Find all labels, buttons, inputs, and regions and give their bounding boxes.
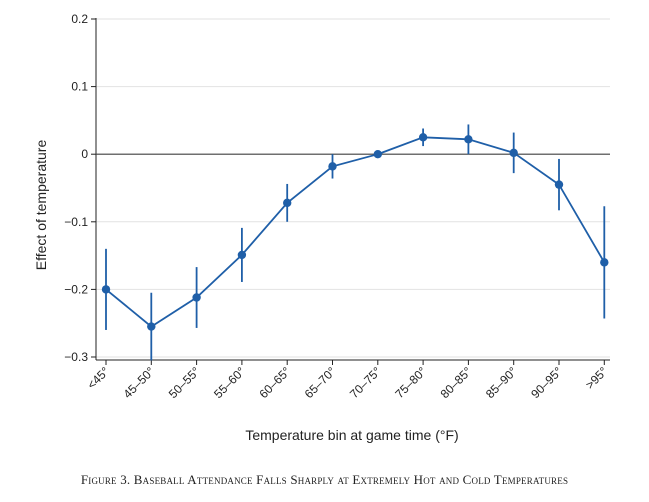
x-tick-label: 90–95° (528, 364, 565, 401)
data-point (147, 322, 156, 331)
x-tick-label: 70–75° (347, 364, 384, 401)
y-tick-label: −0.3 (64, 350, 88, 364)
x-tick-label: 75–80° (392, 364, 429, 401)
data-point (509, 148, 518, 158)
data-point (464, 135, 473, 144)
y-ticks: 0.2 0.1 0 −0.1 −0.2 −0.3 (64, 12, 96, 364)
data-point (237, 250, 247, 260)
x-tick-label: <45° (84, 364, 112, 392)
y-axis-label: Effect of temperature (33, 140, 49, 271)
data-point (192, 293, 201, 302)
x-axis-label: Temperature bin at game time (°F) (245, 427, 458, 443)
data-point (328, 162, 337, 171)
series-line (105, 136, 606, 328)
data-points (101, 133, 609, 331)
y-tick-label: 0.2 (71, 12, 88, 26)
x-tick-label: 80–85° (438, 364, 475, 401)
x-tick-label: 50–55° (166, 364, 203, 401)
y-tick-label: −0.2 (64, 282, 88, 296)
data-point (600, 258, 609, 267)
x-tick-label: 45–50° (121, 364, 158, 401)
y-tick-label: −0.1 (64, 215, 88, 229)
y-tick-label: 0.1 (71, 80, 88, 94)
gridlines (96, 18, 610, 358)
x-tick-label: 55–60° (211, 364, 248, 401)
chart: 0.2 0.1 0 −0.1 −0.2 −0.3 <45° 45–50° 50–55° 55–6… (33, 12, 611, 443)
x-tick-label: 60–65° (256, 364, 293, 401)
x-tick-label: >95° (583, 364, 611, 392)
x-ticks: <45° 45–50° 50–55° 55–60° 60–65° 65–70° 70–75°… (84, 360, 611, 401)
x-tick-label: 85–90° (483, 364, 520, 401)
x-tick-label: 65–70° (302, 364, 339, 401)
data-point (418, 133, 428, 142)
data-point (101, 285, 111, 294)
data-point (283, 198, 292, 208)
y-tick-label: 0 (81, 147, 88, 161)
data-point (554, 180, 564, 189)
data-point (373, 150, 382, 159)
figure-caption: Figure 3. Baseball Attendance Falls Shar… (80, 472, 569, 487)
